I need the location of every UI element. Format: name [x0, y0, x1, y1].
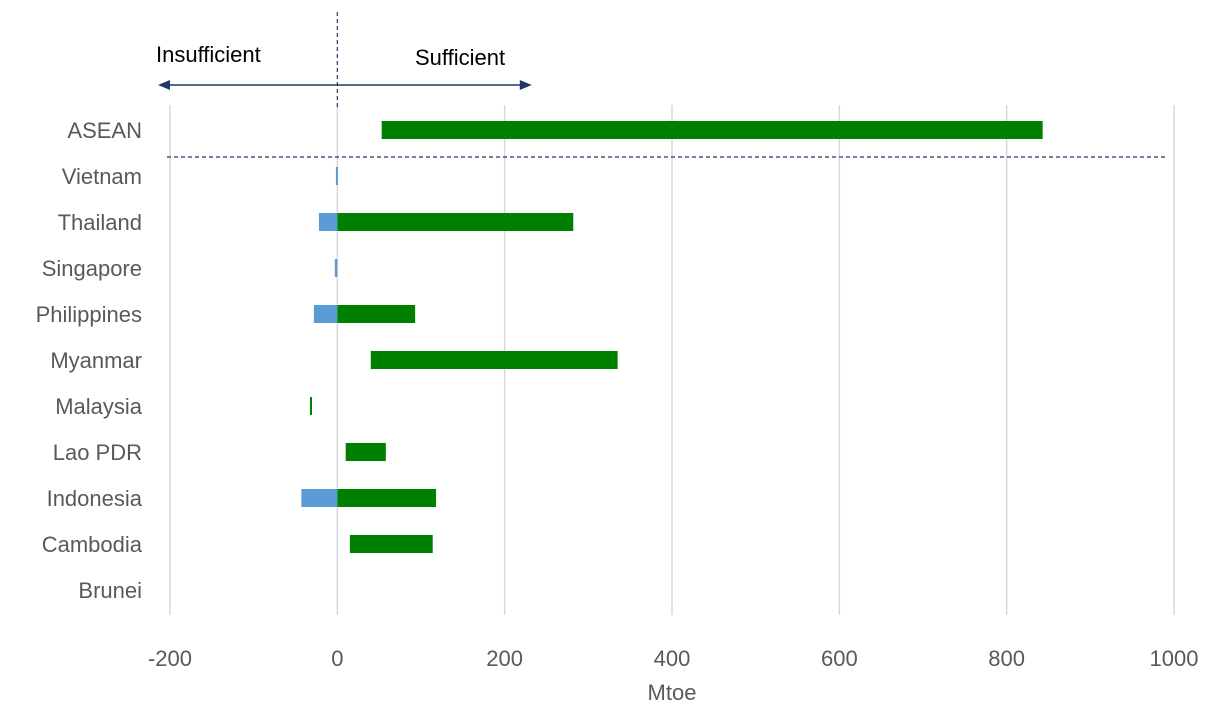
- bar: [318, 213, 338, 231]
- bar: [337, 489, 437, 507]
- category-label: ASEAN: [67, 118, 142, 143]
- annotations: Insufficient Sufficient: [156, 12, 1168, 158]
- bar: [335, 167, 338, 185]
- category-label: Indonesia: [47, 486, 143, 511]
- x-tick-label: 600: [821, 646, 858, 671]
- category-label: Cambodia: [42, 532, 143, 557]
- x-tick-label: 200: [486, 646, 523, 671]
- arrow-right-head: [519, 80, 532, 90]
- category-labels: ASEAN Vietnam Thailand Singapore Philippines…: [36, 118, 143, 603]
- bar: [337, 213, 574, 231]
- insufficient-label: Insufficient: [156, 42, 261, 67]
- x-tick-label: 800: [988, 646, 1025, 671]
- x-tick-label: 0: [331, 646, 343, 671]
- bar: [381, 121, 1043, 139]
- category-label: Malaysia: [55, 394, 143, 419]
- x-tick-label: 400: [654, 646, 691, 671]
- x-tick-label: 1000: [1150, 646, 1199, 671]
- bar: [345, 443, 386, 461]
- category-label: Brunei: [78, 578, 142, 603]
- arrow-left-head: [158, 80, 170, 90]
- bar: [334, 259, 338, 277]
- bars: [301, 121, 1043, 553]
- bar: [301, 489, 338, 507]
- bar: [313, 305, 338, 323]
- x-axis-title: Mtoe: [648, 680, 697, 705]
- bar: [370, 351, 618, 369]
- sufficient-label: Sufficient: [415, 45, 505, 70]
- category-label: Thailand: [58, 210, 142, 235]
- category-label: Vietnam: [62, 164, 142, 189]
- category-label: Myanmar: [50, 348, 142, 373]
- bar: [349, 535, 433, 553]
- bar: [337, 305, 416, 323]
- bar: [309, 397, 312, 415]
- category-label: Philippines: [36, 302, 142, 327]
- x-tick-label: -200: [148, 646, 192, 671]
- category-label: Lao PDR: [53, 440, 142, 465]
- category-label: Singapore: [42, 256, 142, 281]
- x-tick-labels: -200 0 200 400 600 800 1000: [148, 646, 1199, 671]
- gridlines: [169, 105, 1175, 615]
